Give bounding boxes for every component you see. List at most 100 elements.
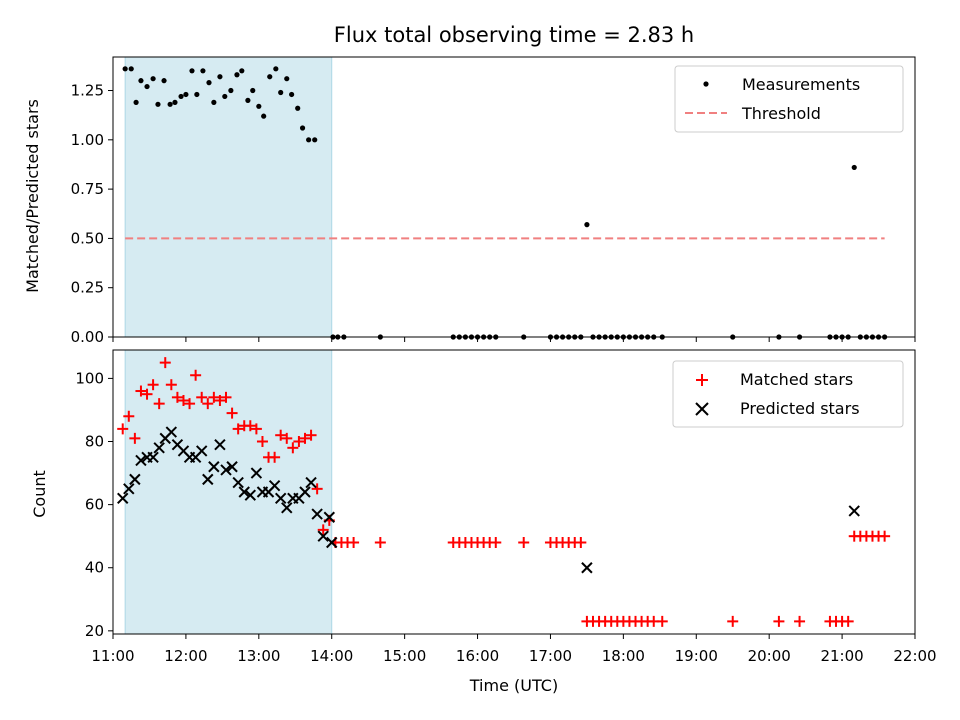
predicted-stars-point — [117, 492, 129, 505]
predicted-stars-point — [135, 454, 147, 467]
matched-stars-point — [202, 398, 214, 410]
predicted-stars-point — [123, 483, 135, 495]
ratio-axes-frame — [112, 56, 916, 338]
predicted-stars-point — [232, 476, 244, 489]
matched-stars-point — [190, 369, 202, 381]
predicted-stars-point — [326, 536, 338, 549]
matched-stars-point — [141, 388, 153, 400]
count-x-axis-ticks: 11:00 12:00 13:00 14:00 15:00 16:00 17:00 18:00… — [91, 634, 937, 665]
matched-stars-point — [287, 442, 299, 454]
matched-stars-point — [153, 398, 165, 410]
measurement-point — [261, 113, 267, 119]
legend-predicted-label: Predicted stars — [740, 399, 860, 418]
measurement-point — [289, 91, 295, 98]
matched-stars-point — [374, 536, 386, 548]
predicted-stars-point — [153, 442, 165, 454]
x-tick-label: 17:00 — [529, 647, 572, 665]
chart-title: Flux total observing time = 2.83 h — [334, 23, 694, 47]
count-legend: Matched stars Predicted stars — [672, 360, 904, 428]
predicted-stars-point — [165, 426, 178, 438]
x-tick-label: 21:00 — [820, 647, 863, 665]
matched-stars-point — [656, 615, 668, 627]
matched-stars-point — [159, 357, 171, 369]
measurement-point — [161, 78, 167, 84]
matched-stars-point — [518, 536, 530, 548]
legend-measurements-label: Measurements — [742, 75, 860, 94]
y-tick-label: 40 — [85, 559, 104, 577]
matched-stars-point — [226, 407, 238, 419]
predicted-stars-point — [129, 473, 141, 486]
observing-window-shade — [124, 56, 333, 338]
measurement-point — [217, 74, 223, 80]
predicted-stars-point — [311, 508, 323, 520]
measurement-point — [312, 137, 318, 143]
measurement-point — [183, 91, 189, 98]
predicted-stars-point — [274, 492, 287, 505]
ratio-y-axis-ticks: 0.00 0.25 0.50 0.75 1.00 1.25 — [71, 82, 113, 346]
matched-stars-point — [244, 420, 256, 432]
x-tick-label: 20:00 — [748, 647, 791, 665]
predicted-stars-point — [305, 476, 317, 489]
matched-stars-point — [250, 423, 262, 435]
y-tick-label: 60 — [85, 496, 104, 514]
x-axis-label: Time (UTC) — [469, 676, 558, 695]
measurement-point — [851, 164, 857, 171]
y-tick-label: 1.00 — [71, 131, 104, 149]
ratio-y-axis-label: Matched/Predicted stars — [23, 99, 42, 293]
matched-stars-point — [184, 398, 196, 410]
matched-stars-point — [275, 429, 287, 441]
matched-stars-point — [490, 536, 502, 548]
matched-stars-point — [348, 536, 360, 548]
matched-stars-point — [177, 394, 189, 406]
ratio-legend-box — [674, 65, 904, 133]
measurement-point — [273, 66, 279, 72]
y-tick-label: 0.00 — [71, 328, 104, 346]
matched-stars-point — [220, 391, 232, 403]
measurement-point — [239, 68, 245, 74]
x-tick-label: 11:00 — [91, 647, 134, 665]
matched-stars-point — [317, 524, 329, 536]
measurement-point — [128, 66, 134, 72]
count-legend-box — [672, 360, 904, 428]
predicted-stars-point — [244, 489, 257, 501]
x-tick-label: 16:00 — [456, 647, 499, 665]
measurement-point — [284, 76, 290, 82]
matched-stars-point — [123, 410, 135, 422]
measurement-point — [144, 83, 150, 90]
matched-stars-point — [196, 391, 208, 403]
matched-stars-point — [299, 432, 311, 444]
predicted-stars-point — [323, 511, 336, 523]
measurement-point — [133, 99, 139, 105]
measurement-point — [138, 78, 144, 84]
legend-matched-label: Matched stars — [740, 370, 853, 389]
x-tick-label: 12:00 — [164, 647, 207, 665]
measurement-point — [295, 105, 301, 111]
predicted-stars-point — [250, 467, 263, 479]
x-tick-label: 14:00 — [310, 647, 353, 665]
y-tick-label: 0.75 — [71, 180, 104, 198]
measurement-point — [306, 137, 312, 143]
matched-stars-point — [311, 483, 323, 495]
legend-measurements-marker — [703, 81, 709, 87]
measurement-point — [278, 89, 284, 96]
matched-stars-point — [256, 436, 268, 448]
ratio-legend: Measurements Threshold — [674, 65, 904, 133]
x-tick-label: 19:00 — [675, 647, 718, 665]
measurement-point — [167, 101, 173, 107]
ratio-x-axis-ticks — [112, 337, 916, 342]
predicted-stars-point — [226, 461, 238, 473]
x-tick-label: 22:00 — [893, 647, 936, 665]
measurement-point — [200, 68, 206, 74]
matched-stars-point — [135, 385, 147, 397]
measurement-point — [211, 99, 217, 105]
measurement-point — [228, 87, 234, 94]
legend-predicted-marker — [695, 402, 709, 416]
x-tick-label: 13:00 — [237, 647, 280, 665]
predicted-stars-point — [214, 438, 226, 451]
predicted-stars-point — [281, 502, 293, 514]
predicted-stars-point — [268, 479, 281, 492]
x-tick-label: 15:00 — [383, 647, 426, 665]
measurement-point — [222, 93, 228, 100]
matched-stars-point — [293, 436, 305, 448]
